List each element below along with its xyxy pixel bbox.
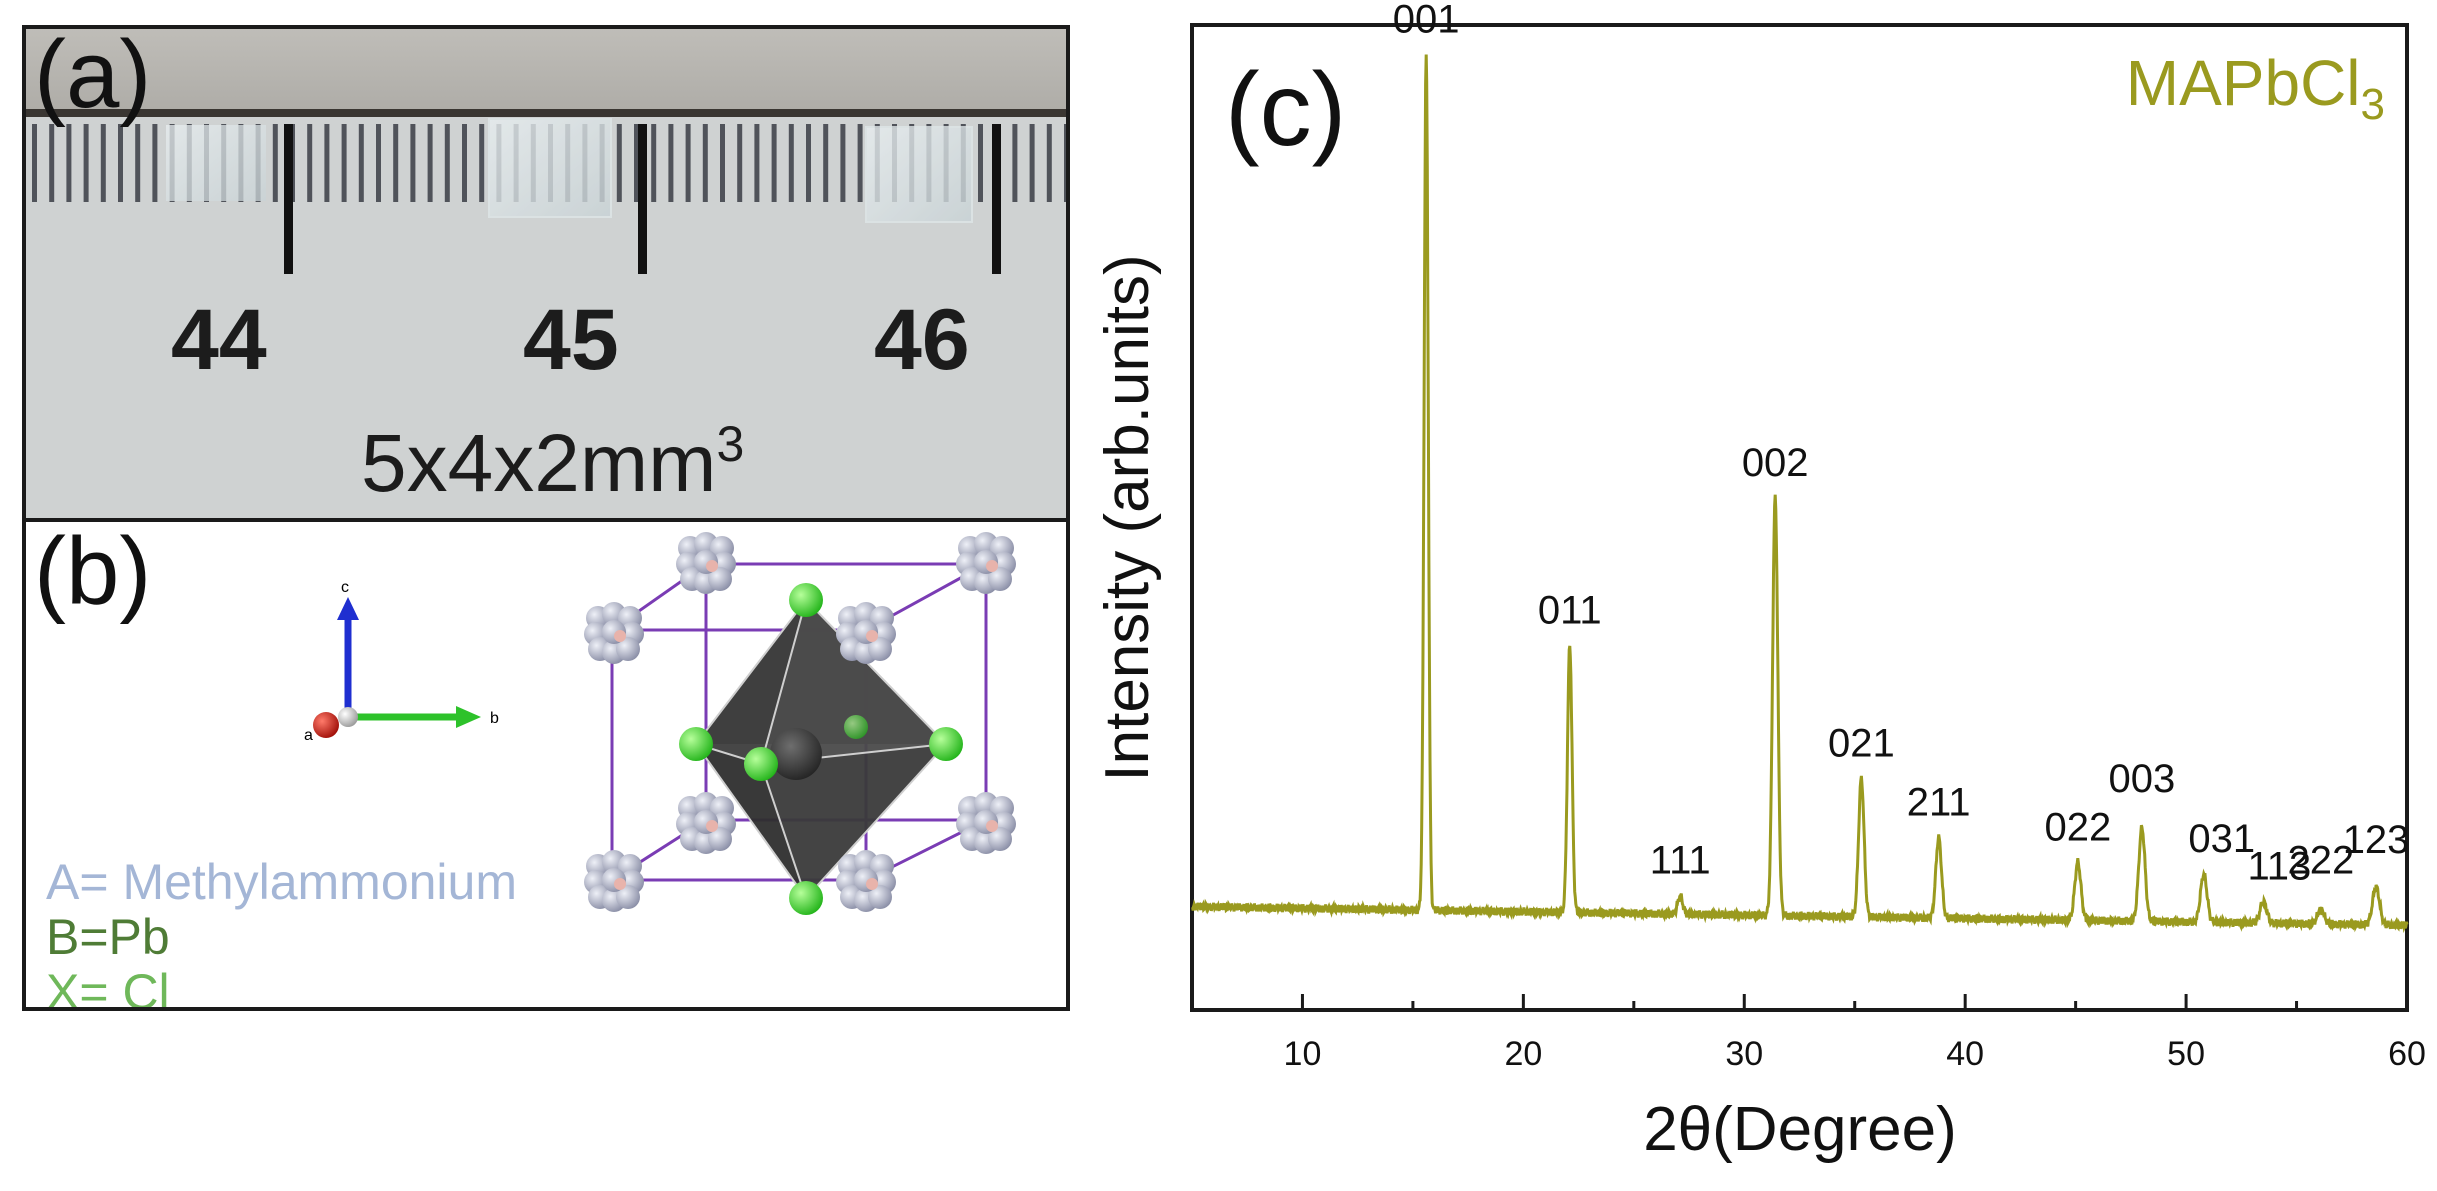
x-tick-label: 20 xyxy=(1504,1035,1542,1073)
peak-label-003: 003 xyxy=(2109,757,2176,801)
x-axis-ticks: 10 20 30 40 50 60 xyxy=(1192,994,2426,1073)
peak-label-211: 211 xyxy=(1907,781,1971,825)
peak-label-022: 022 xyxy=(2044,805,2111,849)
x-tick-label: 50 xyxy=(2167,1035,2205,1073)
x-tick-label: 30 xyxy=(1725,1035,1763,1073)
xrd-pattern-line xyxy=(1192,55,2407,929)
x-tick-label: 10 xyxy=(1284,1035,1322,1073)
xrd-chart: (c) MAPbCl3 10 20 30 40 50 60 001 011 111 002 021… xyxy=(0,0,2437,1191)
x-axis-title: 2θ(Degree) xyxy=(1643,1095,1957,1164)
peak-label-001: 001 xyxy=(1393,0,1460,42)
peak-label-011: 011 xyxy=(1538,589,1602,633)
series-title: MAPbCl3 xyxy=(2126,47,2385,129)
y-axis-title: Intensity (arb.units) xyxy=(1093,254,1162,781)
x-tick-label: 60 xyxy=(2388,1035,2426,1073)
peak-label-111: 111 xyxy=(1650,839,1711,883)
plot-frame xyxy=(1192,25,2407,1010)
panel-c-label: (c) xyxy=(1225,52,1346,168)
x-tick-label: 40 xyxy=(1946,1035,1984,1073)
peak-label-021: 021 xyxy=(1828,722,1895,766)
peak-label-031: 031 xyxy=(2188,817,2255,861)
peak-label-123: 123 xyxy=(2343,818,2410,862)
peak-label-002: 002 xyxy=(1742,441,1809,485)
